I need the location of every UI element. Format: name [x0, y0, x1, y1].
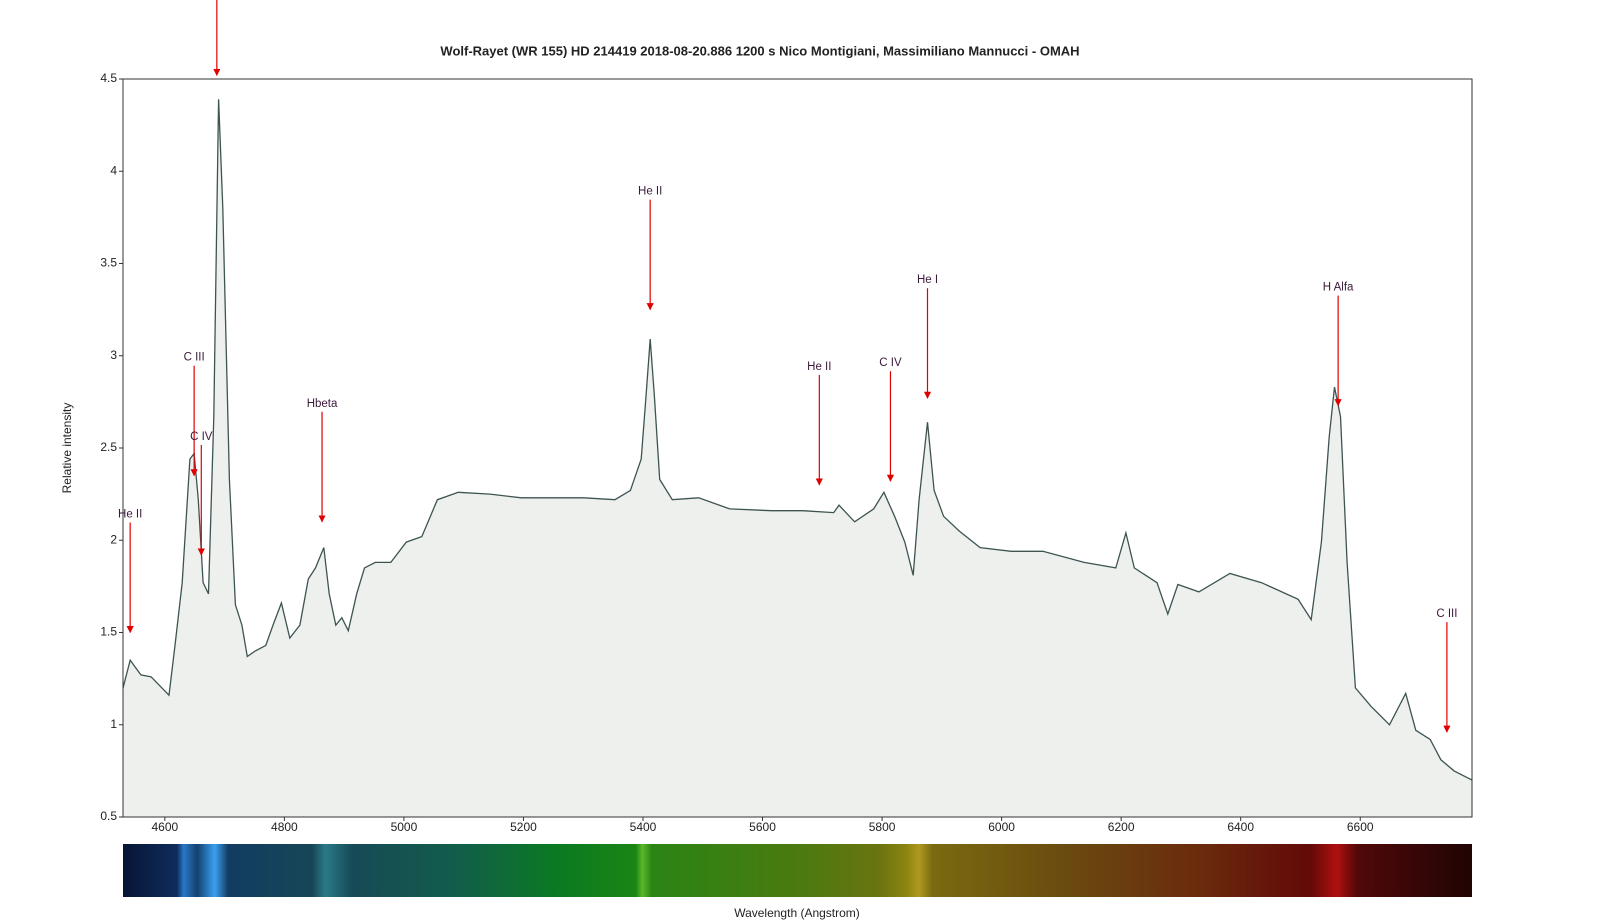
annotation-label: C IV	[190, 431, 213, 443]
y-tick-label: 3.5	[100, 256, 117, 270]
spectrum-line	[122, 99, 1473, 781]
annotation-label: He II	[118, 509, 142, 521]
chart-title: Wolf-Rayet (WR 155) HD 214419 2018-08-20…	[440, 43, 1079, 58]
x-tick-label: 6600	[1347, 820, 1374, 834]
spectrum-area	[123, 99, 1472, 818]
x-tick-label: 6200	[1108, 820, 1135, 834]
y-tick-label: 3	[110, 348, 117, 362]
spectrum-strip	[123, 844, 1472, 897]
annotation-label: He II	[638, 186, 662, 198]
y-axis-label: Relative intensity	[60, 403, 74, 494]
annotation-label: C IV	[879, 357, 902, 369]
x-tick-label: 5800	[869, 820, 896, 834]
x-axis-label: Wavelength (Angstrom)	[734, 906, 860, 920]
x-tick-label: 5000	[391, 820, 418, 834]
x-tick-label: 6400	[1227, 820, 1254, 834]
annotation-label: He I	[917, 274, 938, 286]
annotation-label: H Alfa	[1323, 282, 1354, 294]
x-tick-label: 6000	[988, 820, 1015, 834]
y-tick-label: 0.5	[100, 809, 117, 823]
y-tick-label: 1.5	[100, 625, 117, 639]
y-tick-label: 2.5	[100, 440, 117, 454]
x-tick-label: 4600	[151, 820, 178, 834]
annotation-label: He II	[807, 361, 831, 373]
x-tick-label: 5600	[749, 820, 776, 834]
annotation-label: C III	[184, 352, 205, 364]
y-tick-label: 1	[110, 717, 117, 731]
y-tick-label: 4	[110, 163, 117, 177]
annotation-label: Hbeta	[307, 398, 338, 410]
annotation-label: C III	[1436, 608, 1457, 620]
y-tick-label: 2	[110, 532, 117, 546]
y-tick-label: 4.5	[100, 71, 117, 85]
x-tick-label: 5200	[510, 820, 537, 834]
x-tick-label: 4800	[271, 820, 298, 834]
x-tick-label: 5400	[630, 820, 657, 834]
